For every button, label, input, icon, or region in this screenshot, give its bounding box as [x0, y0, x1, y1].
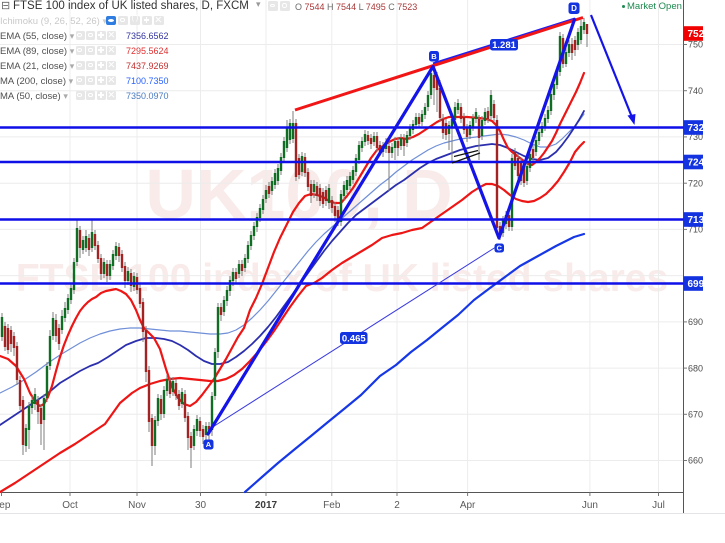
svg-text:B: B — [431, 52, 437, 61]
svg-text:30: 30 — [195, 500, 207, 511]
svg-text:6900.0: 6900.0 — [688, 317, 716, 327]
svg-text:Nov: Nov — [128, 500, 146, 511]
svg-text:D: D — [571, 4, 577, 13]
svg-text:Jul: Jul — [652, 500, 665, 511]
svg-text:7320.0: 7320.0 — [688, 123, 719, 134]
svg-text:6990.0: 6990.0 — [688, 279, 719, 290]
svg-text:7100.0: 7100.0 — [688, 225, 716, 235]
svg-text:A: A — [206, 440, 212, 449]
svg-text:2: 2 — [394, 500, 400, 511]
svg-text:7200.0: 7200.0 — [688, 178, 716, 188]
svg-text:Oct: Oct — [62, 500, 78, 511]
svg-text:7240.0: 7240.0 — [688, 158, 719, 169]
svg-text:7500.0: 7500.0 — [688, 40, 716, 50]
svg-text:7130.0: 7130.0 — [688, 215, 719, 226]
svg-text:6800.0: 6800.0 — [688, 363, 716, 373]
svg-text:Jun: Jun — [582, 500, 598, 511]
svg-text:6700.0: 6700.0 — [688, 410, 716, 420]
svg-text:7400.0: 7400.0 — [688, 86, 716, 96]
svg-text:Feb: Feb — [323, 500, 341, 511]
svg-text:0.465: 0.465 — [342, 333, 366, 344]
svg-text:7300.0: 7300.0 — [688, 132, 716, 142]
svg-text:6600.0: 6600.0 — [688, 456, 716, 466]
svg-text:1.281: 1.281 — [492, 40, 516, 51]
svg-text:2017: 2017 — [255, 500, 278, 511]
svg-text:7523.0: 7523.0 — [688, 29, 719, 40]
svg-text:Apr: Apr — [460, 500, 476, 511]
svg-text:C: C — [497, 244, 503, 253]
svg-text:Sep: Sep — [0, 500, 11, 511]
